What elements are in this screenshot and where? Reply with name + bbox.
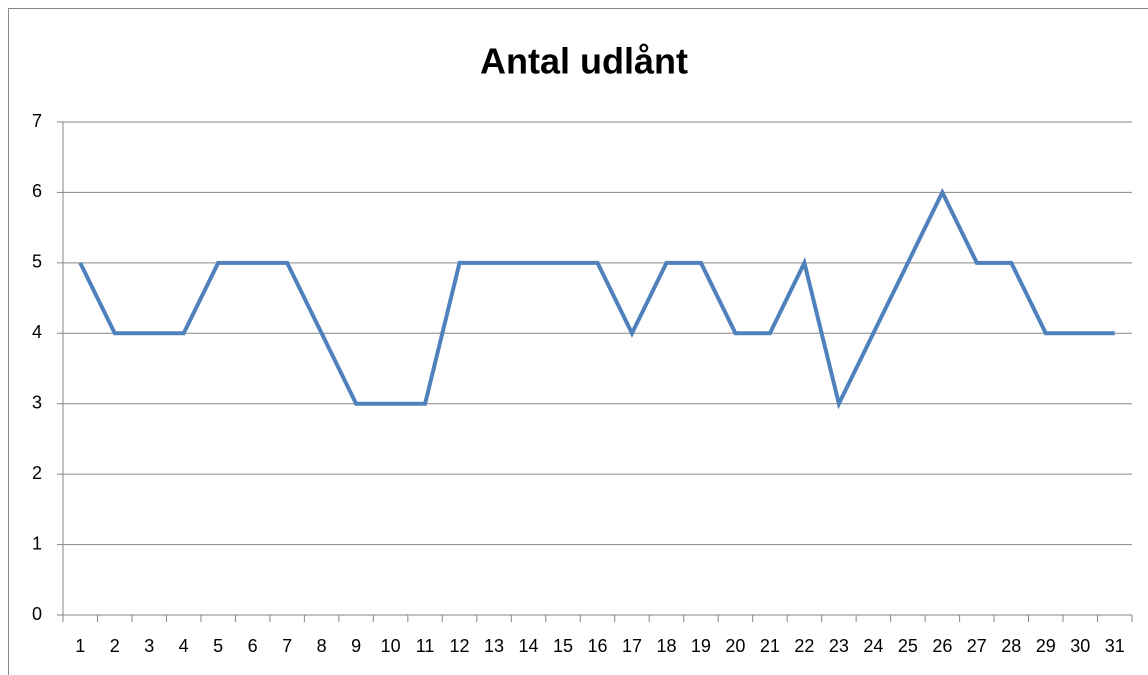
y-tick-label: 4: [32, 322, 42, 342]
x-tick-label: 20: [725, 636, 745, 656]
x-tick-label: 6: [248, 636, 258, 656]
x-tick-label: 10: [381, 636, 401, 656]
x-tick-label: 18: [656, 636, 676, 656]
x-tick-label: 23: [829, 636, 849, 656]
y-tick-label: 2: [32, 463, 42, 483]
x-tick-label: 13: [484, 636, 504, 656]
x-tick-label: 3: [144, 636, 154, 656]
x-tick-label: 2: [110, 636, 120, 656]
x-tick-label: 25: [898, 636, 918, 656]
y-tick-label: 1: [32, 533, 42, 553]
x-tick-label: 16: [587, 636, 607, 656]
x-tick-label: 21: [760, 636, 780, 656]
x-tick-label: 5: [213, 636, 223, 656]
x-tick-label: 14: [519, 636, 539, 656]
x-tick-label: 4: [179, 636, 189, 656]
x-tick-label: 19: [691, 636, 711, 656]
x-tick-label: 9: [351, 636, 361, 656]
x-tick-label: 30: [1070, 636, 1090, 656]
x-tick-label: 29: [1036, 636, 1056, 656]
x-tick-label: 17: [622, 636, 642, 656]
chart-border: [8, 8, 1148, 675]
x-tick-label: 15: [553, 636, 573, 656]
x-tick-label: 31: [1105, 636, 1125, 656]
x-tick-label: 24: [863, 636, 883, 656]
x-tick-label: 7: [282, 636, 292, 656]
y-tick-label: 0: [32, 604, 42, 624]
x-tick-label: 26: [932, 636, 952, 656]
chart-title: Antal udlånt: [480, 41, 688, 82]
line-series: [78, 187, 1115, 410]
x-tick-label: 11: [416, 636, 435, 656]
x-tick-label: 28: [1001, 636, 1021, 656]
y-tick-label: 5: [32, 252, 42, 272]
x-tick-label: 27: [967, 636, 987, 656]
x-tick-label: 22: [794, 636, 814, 656]
y-tick-label: 6: [32, 181, 42, 201]
x-tick-label: 12: [450, 636, 470, 656]
y-tick-label: 3: [32, 392, 42, 412]
x-tick-label: 1: [75, 636, 85, 656]
y-tick-label: 7: [32, 111, 42, 131]
x-tick-label: 8: [317, 636, 327, 656]
